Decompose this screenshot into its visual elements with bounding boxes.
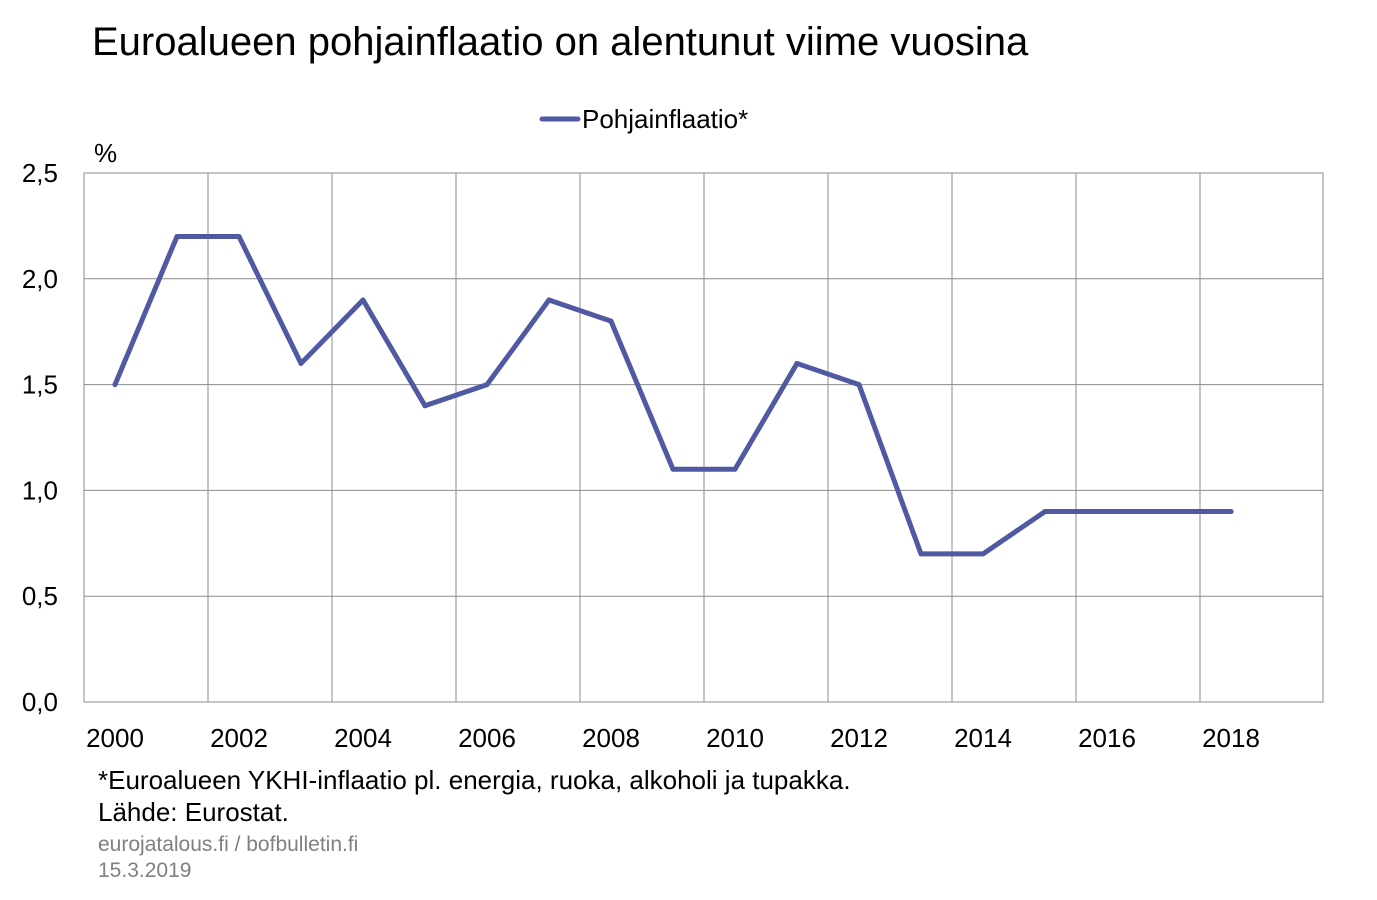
y-tick-label: 0,5 — [22, 581, 58, 611]
source-note: Lähde: Eurostat. — [98, 797, 289, 827]
x-tick-label: 2000 — [86, 723, 144, 753]
x-tick-label: 2004 — [334, 723, 392, 753]
publication-date: 15.3.2019 — [98, 859, 192, 882]
data-point — [236, 233, 242, 239]
data-point — [608, 318, 614, 324]
data-point — [1166, 509, 1172, 515]
data-point — [422, 403, 428, 409]
series-line — [112, 233, 1234, 557]
series-layer — [112, 233, 1234, 557]
data-point — [670, 466, 676, 472]
data-point — [1104, 509, 1110, 515]
x-tick-label: 2018 — [1202, 723, 1260, 753]
x-tick-label: 2016 — [1078, 723, 1136, 753]
data-point — [546, 297, 552, 303]
x-tick-label: 2012 — [830, 723, 888, 753]
x-tick-label: 2010 — [706, 723, 764, 753]
x-tick-label: 2014 — [954, 723, 1012, 753]
footnote: *Euroalueen YKHI-inflaatio pl. energia, … — [98, 765, 851, 795]
x-tick-label: 2002 — [210, 723, 268, 753]
data-point — [918, 551, 924, 557]
y-axis-label: % — [94, 138, 117, 168]
axes: 0,0 0,5 1,0 1,5 2,0 2,5 2000 2002 2004 2006 2008 20… — [22, 138, 1260, 753]
data-point — [112, 382, 118, 388]
y-tick-label: 2,0 — [22, 264, 58, 294]
data-point — [794, 360, 800, 366]
legend-entry: Pohjainflaatio* — [582, 104, 748, 134]
data-point — [174, 233, 180, 239]
x-tick-label: 2006 — [458, 723, 516, 753]
data-point — [298, 360, 304, 366]
data-point — [484, 382, 490, 388]
data-point — [980, 551, 986, 557]
data-point — [360, 297, 366, 303]
data-point — [1228, 509, 1234, 515]
y-tick-label: 1,5 — [22, 370, 58, 400]
legend: Pohjainflaatio* — [539, 104, 748, 134]
x-tick-label: 2008 — [582, 723, 640, 753]
website-credit: eurojatalous.fi / bofbulletin.fi — [98, 833, 359, 856]
y-tick-label: 2,5 — [22, 158, 58, 188]
data-point — [856, 382, 862, 388]
grid — [83, 172, 1324, 703]
chart-title: Euroalueen pohjainflaatio on alentunut v… — [92, 20, 1029, 64]
y-tick-label: 1,0 — [22, 475, 58, 505]
data-point — [1042, 509, 1048, 515]
data-point — [732, 466, 738, 472]
y-tick-label: 0,0 — [22, 687, 58, 717]
